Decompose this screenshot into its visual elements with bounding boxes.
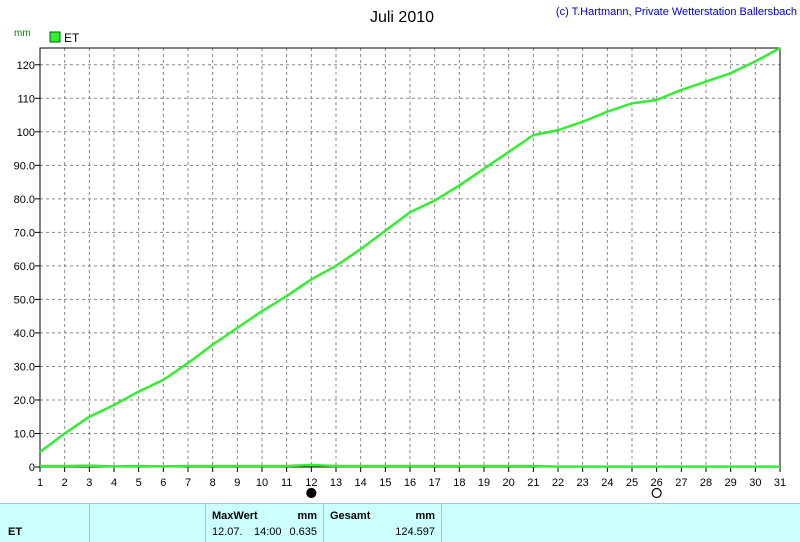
series-line-et-cumulative (39, 46, 781, 453)
y-tick-label: 40.0 (14, 328, 35, 340)
max-value: 0.635 (289, 526, 317, 538)
max-time: 14:00 (254, 526, 282, 538)
x-tick-label: 14 (355, 477, 367, 489)
y-tick-label: 0 (29, 462, 35, 474)
x-tick-label: 30 (749, 477, 761, 489)
x-tick-labels: 1 2 3 4 5 6 7 8 9 10 11 12 13 14 15 16 17 18 19 20 21 22 23 24 2… (37, 477, 786, 489)
x-tick-label: 27 (675, 477, 687, 489)
x-tick-label: 25 (626, 477, 638, 489)
x-tick-label: 11 (281, 477, 292, 489)
x-tick-label: 2 (62, 477, 68, 489)
chart: Juli 2010 (c) T.Hartmann, Private Wetter… (14, 6, 797, 499)
x-tick-label: 18 (453, 477, 465, 489)
x-tick-label: 5 (136, 477, 142, 489)
total-unit: mm (415, 510, 435, 522)
y-tick-label: 60.0 (14, 261, 35, 273)
spacer-cell (90, 504, 206, 542)
total-cell: Gesamt mm 124.597 (324, 504, 442, 542)
x-tick-label: 29 (725, 477, 737, 489)
max-cell: MaxWert mm 12.07. 14:00 0.635 (206, 504, 324, 542)
total-header: Gesamt (330, 510, 371, 522)
markers-layer (306, 487, 662, 499)
series-layer (39, 46, 781, 468)
open-marker (651, 487, 662, 499)
x-tick-label: 26 (651, 477, 663, 489)
x-tick-label: 3 (86, 477, 92, 489)
y-tick-labels: 0 10.0 20.0 30.0 40.0 50.0 60.0 70.0 80.0 90.0 100… (14, 60, 35, 474)
y-tick-label: 30.0 (14, 361, 35, 373)
x-tick-label: 12 (305, 477, 317, 489)
copyright-text: (c) T.Hartmann, Private Wetterstation Ba… (556, 6, 797, 18)
x-tick-label: 24 (601, 477, 613, 489)
legend-swatch-et (49, 31, 61, 43)
total-value: 124.597 (395, 526, 435, 538)
y-tick-label: 70.0 (14, 227, 35, 239)
y-tick-label: 80.0 (14, 194, 35, 206)
series-cell: ET (0, 504, 90, 542)
x-tick-label: 28 (700, 477, 712, 489)
max-header: MaxWert (212, 510, 258, 522)
x-tick-label: 15 (379, 477, 391, 489)
x-tick-label: 8 (210, 477, 216, 489)
y-tick-label: 120 (17, 60, 35, 72)
x-tick-label: 21 (527, 477, 539, 489)
max-unit: mm (297, 510, 317, 522)
x-tick-label: 31 (774, 477, 786, 489)
x-tick-label: 7 (185, 477, 191, 489)
table-series-name: ET (8, 526, 23, 538)
x-tick-label: 13 (330, 477, 342, 489)
x-tick-label: 16 (404, 477, 416, 489)
x-tick-label: 4 (111, 477, 117, 489)
y-tick-label: 50.0 (14, 294, 35, 306)
max-date: 12.07. (212, 526, 243, 538)
y-tick-label: 10.0 (14, 428, 35, 440)
axes (35, 47, 781, 472)
x-tick-label: 23 (577, 477, 589, 489)
x-tick-label: 10 (256, 477, 268, 489)
x-tick-label: 19 (478, 477, 490, 489)
grid (40, 48, 781, 467)
y-tick-label: 110 (17, 93, 35, 105)
info-table: ET MaxWert mm 12.07. 14:00 0.635 Gesamt … (0, 503, 800, 542)
x-tick-label: 17 (429, 477, 441, 489)
y-tick-label: 90.0 (14, 160, 35, 172)
x-tick-label: 6 (160, 477, 166, 489)
series-line-et-daily (40, 463, 780, 468)
chart-title: Juli 2010 (370, 9, 434, 26)
x-tick-label: 22 (552, 477, 564, 489)
legend-label-et: ET (64, 31, 80, 45)
x-tick-label: 1 (37, 477, 43, 489)
x-tick-label: 20 (503, 477, 515, 489)
x-tick-label: 9 (234, 477, 240, 489)
y-tick-label: 20.0 (14, 395, 35, 407)
max-marker (306, 487, 317, 499)
y-tick-label: 100 (17, 127, 35, 139)
y-unit-label: mm (14, 28, 31, 39)
